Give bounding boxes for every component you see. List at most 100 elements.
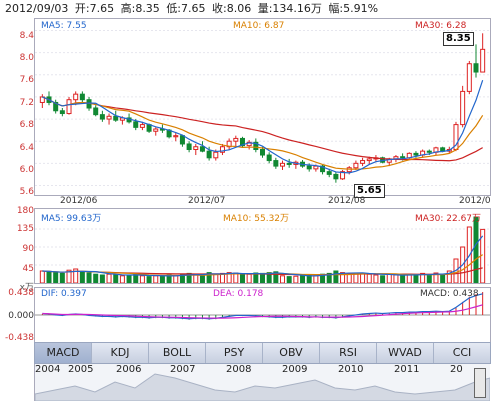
volume-bar <box>386 273 392 284</box>
indicator-tabbar: MACD KDJ BOLL PSY OBV RSI WVAD CCI <box>34 342 491 364</box>
macd-dif-legend: DIF: 0.397 <box>41 289 87 299</box>
volume-bar <box>313 275 319 284</box>
volume-bar <box>173 275 179 284</box>
candle-body <box>79 93 85 101</box>
volume-bar <box>280 275 286 284</box>
navigator-year: 2005 <box>68 364 94 375</box>
volume-bar <box>86 272 92 284</box>
candle-body <box>366 158 372 162</box>
volume-bar <box>413 274 419 284</box>
volume-bar <box>79 271 85 284</box>
volume-bar <box>46 271 52 284</box>
x-date-label: 2012/08 <box>328 196 366 206</box>
quote-volume: 量:134.16万 <box>257 2 322 15</box>
navigator-year: 2004 <box>35 364 61 375</box>
candle-body <box>139 124 145 128</box>
volume-bar <box>259 272 266 284</box>
price-panel[interactable]: MA5: 7.55 MA10: 6.87 MA30: 6.28 8.35 5.6… <box>34 18 491 198</box>
volume-bar <box>146 276 152 284</box>
candle-body <box>306 165 312 170</box>
tab-wvad[interactable]: WVAD <box>377 343 434 363</box>
volume-bar <box>300 275 306 284</box>
volume-bar <box>440 273 446 284</box>
volume-bar <box>126 274 132 284</box>
volume-y-tick-top: 180 <box>16 206 34 216</box>
volume-bar <box>400 275 406 284</box>
candle-body <box>213 151 219 159</box>
candle-body <box>400 156 406 159</box>
candle-body <box>253 141 259 150</box>
tab-boll[interactable]: BOLL <box>149 343 206 363</box>
candle-body <box>273 160 279 167</box>
macd-value-legend: MACD: 0.438 <box>420 289 479 299</box>
volume-bar <box>39 270 45 284</box>
candle-body <box>233 137 239 142</box>
quote-amplitude: 幅:5.91% <box>328 2 379 15</box>
candle-body <box>113 115 119 121</box>
candle-body <box>39 96 45 103</box>
timeline-navigator[interactable] <box>34 364 491 402</box>
price-y-tick: 6.8 <box>19 120 34 130</box>
x-date-label: 2012/0 <box>459 196 491 206</box>
volume-bar <box>293 275 299 284</box>
navigator-year: 2008 <box>226 364 252 375</box>
navigator-drag-handle[interactable] <box>474 368 486 398</box>
volume-bar <box>393 274 399 284</box>
dea-line <box>42 304 483 319</box>
tab-psy[interactable]: PSY <box>206 343 263 363</box>
macd-panel[interactable]: DIF: 0.397 DEA: 0.178 MACD: 0.438 <box>34 287 491 343</box>
low-price-marker: 5.65 <box>354 184 385 198</box>
candle-body <box>73 93 79 101</box>
candle-body <box>313 165 319 170</box>
price-y-tick: 8.4 <box>19 31 34 41</box>
volume-bar <box>199 274 205 284</box>
volume-bar <box>193 274 199 284</box>
candle-body <box>186 143 192 151</box>
x-date-label: 2012/07 <box>188 196 226 206</box>
volume-y-tick: 90 <box>22 244 34 254</box>
tab-rsi[interactable]: RSI <box>320 343 377 363</box>
volume-chart <box>35 216 490 284</box>
tab-obv[interactable]: OBV <box>263 343 320 363</box>
price-y-tick: 7.6 <box>19 75 34 85</box>
candle-body <box>59 110 65 115</box>
quote-open: 开:7.65 <box>74 2 115 15</box>
volume-panel[interactable]: MA5: 99.63万 MA10: 55.32万 MA30: 22.67万 <box>34 208 491 284</box>
price-y-tick: 6.0 <box>19 165 34 175</box>
candle-body <box>466 63 472 92</box>
tab-macd[interactable]: MACD <box>35 343 92 363</box>
candle-body <box>340 171 346 180</box>
macd-y-tick: 0.000 <box>8 311 34 321</box>
quote-header: 2012/09/03 开:7.65 高:8.35 低:7.65 收:8.06 量… <box>0 0 491 17</box>
volume-bar <box>380 275 386 284</box>
volume-bar <box>353 272 359 284</box>
candle-body <box>193 146 199 150</box>
volume-ma10-legend: MA10: 55.32万 <box>223 214 290 224</box>
macd-dea-legend: DEA: 0.178 <box>213 289 264 299</box>
candle-body <box>473 63 479 73</box>
high-price-marker: 8.35 <box>443 32 474 46</box>
candle-body <box>66 99 72 115</box>
price-ma30-legend: MA30: 6.28 <box>415 21 467 31</box>
volume-bar <box>133 273 139 284</box>
quote-high: 高:8.35 <box>120 2 160 15</box>
navigator-year: 2011 <box>394 364 420 375</box>
candle-body <box>460 90 466 126</box>
volume-bar <box>333 270 339 284</box>
quote-close: 收:8.06 <box>212 2 252 15</box>
volume-bar <box>113 274 119 284</box>
macd-y-tick: 0.438 <box>8 288 34 298</box>
candle-body <box>320 165 326 173</box>
navigator-year: 20 <box>450 364 463 375</box>
volume-bar <box>53 272 59 284</box>
volume-bar <box>119 275 125 284</box>
tab-kdj[interactable]: KDJ <box>92 343 149 363</box>
price-y-tick: 7.2 <box>19 98 34 108</box>
candle-body <box>266 154 272 162</box>
candle-body <box>206 150 212 159</box>
volume-bar <box>153 275 159 284</box>
tab-cci[interactable]: CCI <box>452 346 472 359</box>
candle-body <box>239 137 245 147</box>
price-ma10-legend: MA10: 6.87 <box>233 21 285 31</box>
volume-bar <box>473 216 479 284</box>
